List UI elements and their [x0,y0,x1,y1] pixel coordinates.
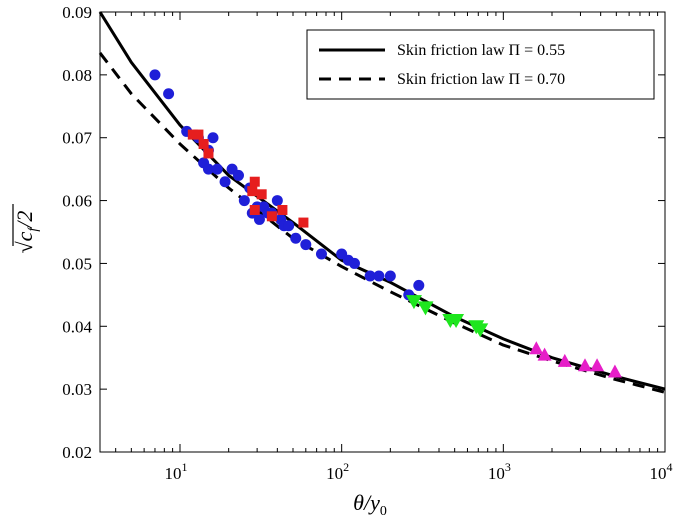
point-circle [232,169,244,181]
point-triangle-down [417,301,434,316]
x-tick-label: 101 [165,460,188,483]
y-tick-label: 0.09 [62,3,92,22]
point-triangle-up [607,364,622,378]
point-square [266,211,277,222]
x-axis-label-main: θ/y [353,490,380,515]
x-axis-label-sub: 0 [380,504,387,519]
point-circle [238,195,250,207]
point-triangle-up [590,358,605,372]
point-triangle-down [448,314,465,328]
legend-box [306,29,655,100]
point-circle [373,270,385,282]
point-circle [211,163,223,175]
y-tick-label: 0.02 [62,443,92,462]
y-axis-label-main: c [12,231,37,241]
point-square [193,129,204,140]
legend: Skin friction law Π = 0.55 Skin friction… [306,29,655,100]
point-circle [219,176,231,188]
legend-label-2: Skin friction law Π = 0.70 [397,71,565,88]
y-axis-label-sub: f [26,226,41,232]
y-axis-label: √cf/2 [12,204,41,253]
point-circle [413,279,425,291]
point-circle [149,69,161,81]
point-square [277,205,288,215]
points [149,69,622,378]
point-circle [202,163,214,175]
y-tick-label: 0.07 [62,129,92,148]
point-triangle-up [577,358,592,372]
y-tick-label: 0.03 [62,380,92,399]
point-circle [315,248,327,260]
point-square [187,129,198,140]
point-circle [163,88,175,100]
point-circle [283,220,295,232]
point-square [249,176,260,187]
point-triangle-up [529,341,544,355]
point-circle [207,132,219,144]
y-tick-label: 0.04 [62,317,92,336]
point-circle [253,213,265,225]
svg-text:√cf/2: √cf/2 [12,211,41,254]
point-triangle-down [472,323,489,338]
point-circle [364,270,376,282]
point-triangle-up [537,347,552,361]
point-square [256,189,267,200]
y-axis-label-root: √ [12,240,37,253]
y-axis-label-tail: /2 [12,211,37,230]
point-circle [384,270,396,282]
ticks: 0.02 0.03 0.04 0.05 0.06 0.07 0.08 0.09 101 102 10… [62,3,672,483]
point-square [249,205,260,215]
y-tick-label: 0.05 [62,254,92,273]
legend-label-1: Skin friction law Π = 0.55 [397,42,565,59]
point-square [203,148,214,159]
x-tick-label: 103 [488,460,511,483]
point-triangle-down [405,295,422,310]
x-tick-label: 102 [326,460,349,483]
point-circle [300,239,312,251]
point-square [298,217,309,228]
y-tick-label: 0.06 [62,192,92,211]
point-circle [348,257,360,269]
point-triangle-up [557,353,572,367]
point-square [198,139,209,149]
x-tick-label: 104 [650,460,673,483]
point-circle [290,232,302,244]
x-axis-label: θ/y0 [353,490,387,519]
point-circle [271,195,283,207]
y-tick-label: 0.08 [62,66,92,85]
point-square [247,186,258,197]
